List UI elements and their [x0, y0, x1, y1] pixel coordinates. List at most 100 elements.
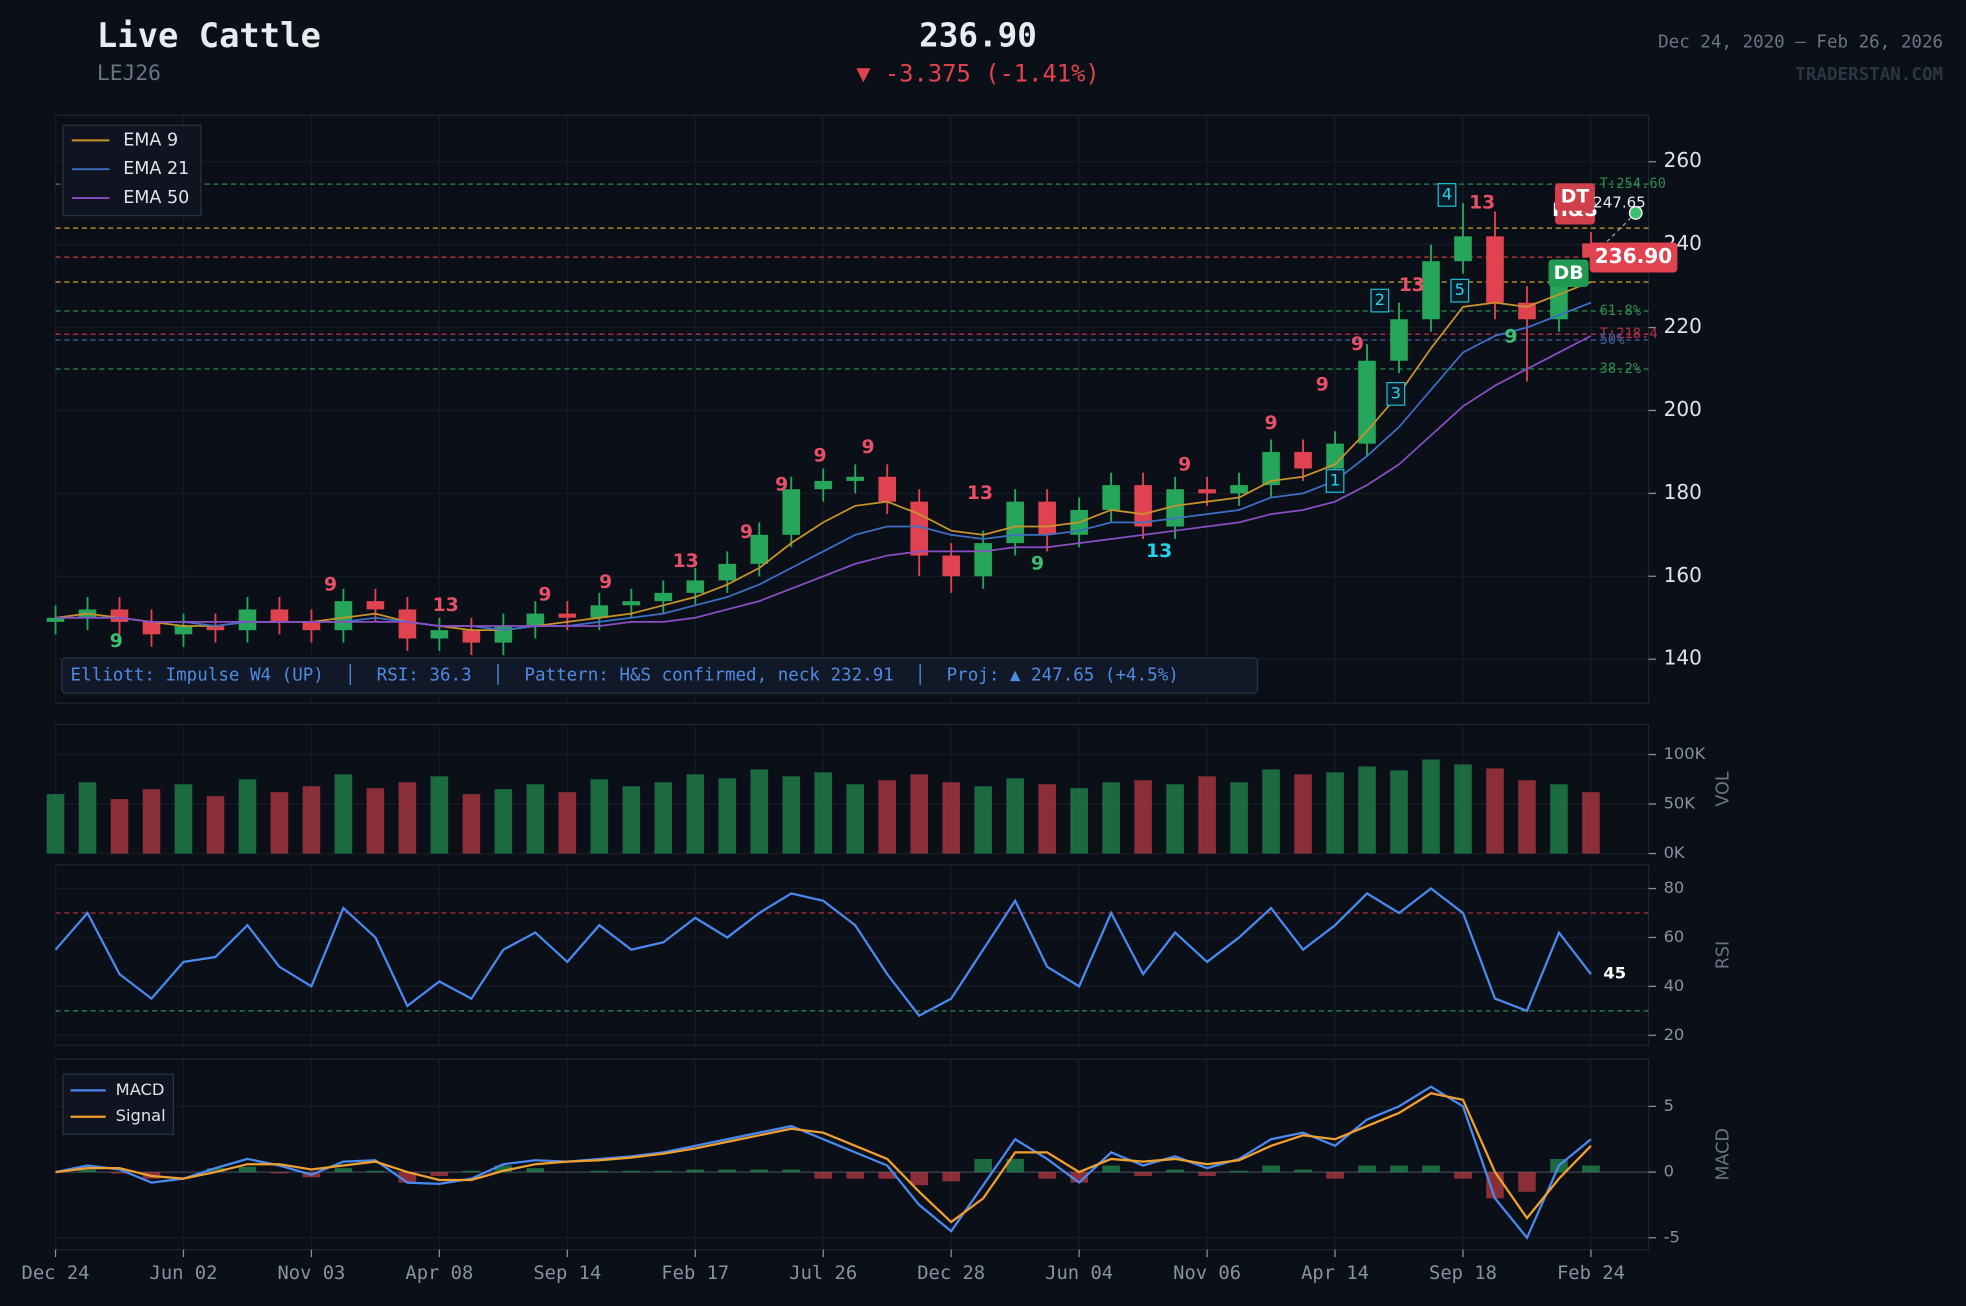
x-tick-label: Feb 17	[661, 1263, 729, 1284]
legend-label: EMA 50	[123, 188, 189, 208]
candle-body	[302, 621, 321, 631]
macd-hist	[1486, 1172, 1504, 1199]
y-tick-label: 100K	[1664, 744, 1707, 763]
candle-body	[46, 617, 65, 622]
y-tick-label: 260	[1664, 148, 1702, 172]
td-label: 13	[1469, 193, 1495, 214]
volume-bar	[750, 769, 769, 854]
macd-hist	[1390, 1165, 1408, 1173]
volume-bar	[366, 788, 385, 854]
td-label: 13	[967, 483, 993, 504]
volume-bar	[1262, 769, 1280, 854]
level-label: 61.8%	[1600, 303, 1642, 319]
y-tick-label: 50K	[1664, 794, 1697, 813]
x-tick-label: Sep 18	[1429, 1263, 1497, 1284]
volume-bar	[942, 782, 960, 854]
td-label: 9	[1504, 327, 1517, 348]
y-tick-label: 140	[1664, 646, 1702, 670]
candle-body	[590, 605, 609, 618]
candle-body	[942, 555, 960, 577]
symbol: LEJ26	[97, 61, 161, 86]
volume-bar	[1294, 774, 1312, 854]
macd-hist	[942, 1172, 960, 1182]
price-tag-label: 236.90	[1595, 244, 1672, 268]
level-label: T:254.60	[1600, 176, 1666, 192]
volume-bar	[1422, 759, 1440, 854]
candle-body	[1262, 451, 1280, 486]
candle-body	[814, 480, 833, 490]
macd-hist	[110, 1172, 129, 1174]
candle-body	[1134, 485, 1152, 527]
td-label: 9	[324, 574, 337, 595]
candle-body	[366, 601, 385, 610]
macd-line	[55, 1092, 1592, 1224]
macd-hist	[1102, 1165, 1120, 1173]
panel	[54, 1058, 1650, 1251]
macd-hist	[238, 1166, 257, 1173]
wave-label: 4	[1442, 184, 1452, 203]
candle-body	[654, 592, 673, 602]
macd-hist	[622, 1170, 641, 1173]
y-tick-label: 0K	[1664, 843, 1686, 862]
x-tick-label: Dec 28	[917, 1263, 985, 1284]
volume-bar	[814, 772, 833, 854]
price-tag	[1589, 242, 1678, 273]
volume-bar	[206, 796, 225, 854]
candle-body	[1390, 319, 1408, 361]
macd-hist	[1582, 1165, 1600, 1173]
macd-hist	[846, 1172, 865, 1179]
candle-body	[1358, 360, 1376, 444]
candle-body	[1006, 501, 1024, 544]
macd-hist	[526, 1168, 545, 1173]
date-range: Dec 24, 2020 — Feb 26, 2026	[1658, 33, 1943, 53]
x-tick-label: Nov 03	[277, 1263, 345, 1284]
volume-bar	[1454, 764, 1472, 854]
candle-body	[718, 563, 737, 581]
macd-hist	[206, 1168, 225, 1173]
candle-body	[1486, 236, 1504, 303]
candle-body	[846, 476, 865, 481]
macd-hist	[1166, 1169, 1184, 1173]
y-tick-label: 80	[1664, 878, 1685, 897]
candle-body	[1454, 236, 1472, 262]
candle-body	[1294, 451, 1312, 469]
volume-bar	[174, 784, 193, 854]
volume-bar	[1518, 780, 1536, 854]
x-tick-label: Jun 02	[150, 1263, 218, 1284]
macd-hist	[814, 1172, 833, 1179]
wave-label: 1	[1330, 470, 1340, 489]
pattern-box	[1554, 183, 1596, 211]
macd-hist	[430, 1172, 449, 1177]
macd-hist	[686, 1169, 705, 1173]
macd-hist	[878, 1172, 897, 1179]
wave-box	[1450, 278, 1470, 303]
candle-body	[110, 609, 129, 622]
legend-label: EMA 21	[123, 159, 189, 179]
candle-body	[974, 543, 992, 577]
level-label: 50%	[1600, 332, 1626, 348]
candle-body	[206, 626, 225, 631]
y-tick-label: 160	[1664, 563, 1702, 587]
y-tick-label: 0	[1664, 1162, 1674, 1181]
volume-bar	[1006, 778, 1024, 854]
volume-bar	[110, 799, 129, 854]
price: 236.90	[919, 17, 1037, 55]
macd-hist	[1422, 1165, 1440, 1173]
candle-body	[174, 626, 193, 635]
wave-box	[1325, 469, 1345, 493]
volume-bar	[462, 794, 481, 854]
volume-bar	[1038, 784, 1056, 854]
volume-bar	[654, 782, 673, 854]
macd-line	[55, 1085, 1592, 1240]
td-label: 13	[433, 595, 459, 616]
candle-body	[686, 580, 705, 593]
change: ▼ -3.375 (-1.41%)	[856, 60, 1100, 88]
rsi-last: 45	[1603, 964, 1626, 983]
volume-bar	[558, 792, 577, 854]
td-label: 9	[740, 522, 753, 543]
macd-hist	[654, 1170, 673, 1173]
candle-body	[430, 630, 449, 639]
volume-bar	[974, 786, 992, 854]
brand: TRADERSTAN.COM	[1795, 65, 1943, 85]
